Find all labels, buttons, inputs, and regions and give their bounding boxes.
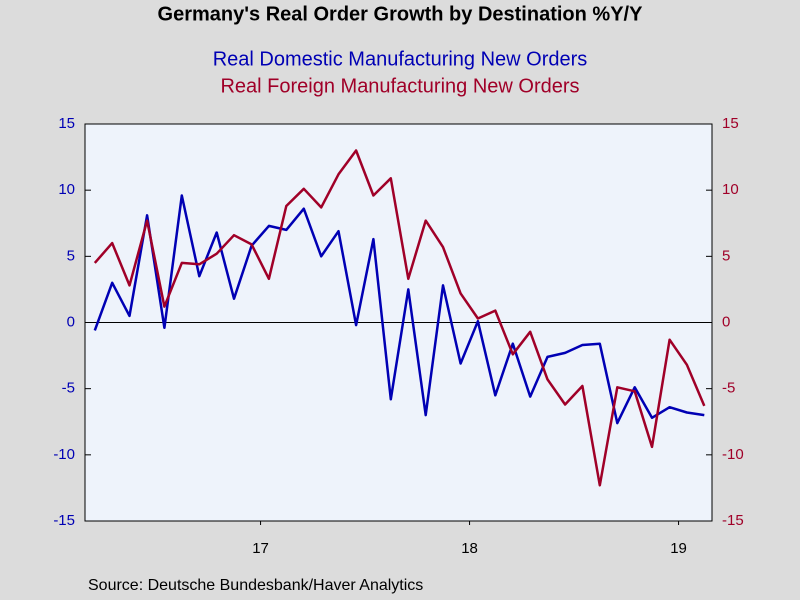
y-tick-label: -5: [62, 380, 75, 397]
y2-tick-label: -15: [722, 512, 744, 529]
series-line: [93, 149, 706, 487]
y2-tick-label: 10: [722, 181, 739, 198]
y2-tick-label: 15: [722, 115, 739, 132]
x-tick-label: 18: [461, 540, 478, 557]
y-tick-label: 10: [58, 181, 75, 198]
x-tick-label: 19: [670, 540, 687, 557]
chart-title: Germany's Real Order Growth by Destinati…: [158, 3, 644, 25]
legend-entry: Real Foreign Manufacturing New Orders: [220, 75, 579, 97]
y2-tick-label: -10: [722, 446, 744, 463]
y2-tick-label: 5: [722, 247, 730, 264]
x-tick-label: 17: [252, 540, 269, 557]
series-line: [93, 194, 705, 425]
legend-entry: Real Domestic Manufacturing New Orders: [213, 48, 588, 70]
source-note: Source: Deutsche Bundesbank/Haver Analyt…: [88, 577, 423, 594]
y-tick-label: -15: [53, 512, 75, 529]
y2-tick-label: -5: [722, 380, 735, 397]
y-tick-label: 5: [67, 247, 75, 264]
y2-tick-label: 0: [722, 313, 730, 330]
y-tick-label: 0: [67, 313, 75, 330]
y-tick-label: -10: [53, 446, 75, 463]
y-tick-label: 15: [58, 115, 75, 132]
